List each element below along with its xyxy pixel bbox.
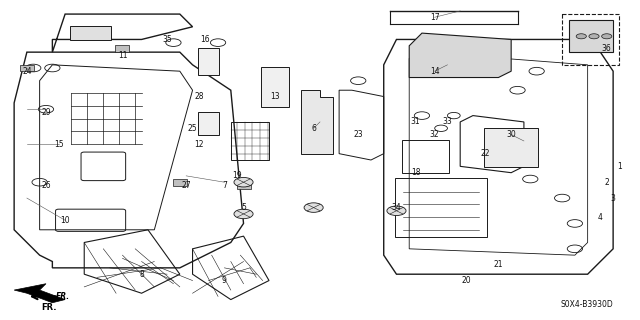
Text: S0X4-B3930D: S0X4-B3930D: [561, 300, 613, 309]
Text: 33: 33: [443, 117, 452, 126]
FancyBboxPatch shape: [484, 128, 538, 167]
Text: 22: 22: [481, 149, 490, 158]
Text: 26: 26: [41, 181, 51, 190]
Circle shape: [234, 209, 253, 219]
Circle shape: [304, 203, 323, 212]
Circle shape: [234, 178, 253, 187]
Text: 1: 1: [617, 162, 622, 171]
Circle shape: [602, 34, 612, 39]
Text: 31: 31: [411, 117, 420, 126]
FancyBboxPatch shape: [237, 182, 250, 189]
Text: 34: 34: [392, 203, 401, 212]
Text: 27: 27: [181, 181, 191, 190]
FancyBboxPatch shape: [70, 26, 111, 40]
FancyBboxPatch shape: [20, 65, 34, 71]
Text: 2: 2: [604, 178, 609, 187]
Text: 30: 30: [506, 130, 516, 139]
FancyBboxPatch shape: [261, 68, 289, 107]
FancyBboxPatch shape: [173, 179, 187, 186]
Text: 28: 28: [194, 92, 204, 101]
Text: 4: 4: [598, 212, 603, 222]
Circle shape: [576, 34, 586, 39]
FancyBboxPatch shape: [115, 45, 129, 52]
Text: 6: 6: [311, 124, 316, 133]
Text: 25: 25: [188, 124, 197, 133]
Text: 5: 5: [241, 203, 246, 212]
Text: 11: 11: [118, 51, 127, 60]
Text: 3: 3: [611, 194, 616, 203]
Text: 10: 10: [60, 216, 70, 225]
Text: 35: 35: [162, 35, 172, 44]
Text: 17: 17: [430, 13, 440, 22]
Polygon shape: [409, 33, 511, 77]
Text: 19: 19: [232, 172, 242, 180]
Text: 32: 32: [430, 130, 440, 139]
Text: 24: 24: [22, 67, 32, 76]
Text: 7: 7: [222, 181, 227, 190]
Polygon shape: [14, 284, 65, 303]
Circle shape: [387, 206, 406, 215]
Text: 16: 16: [200, 35, 210, 44]
Text: 29: 29: [41, 108, 51, 117]
Text: 23: 23: [353, 130, 363, 139]
Text: 14: 14: [430, 67, 440, 76]
Text: 13: 13: [271, 92, 280, 101]
Polygon shape: [301, 90, 333, 154]
Text: 9: 9: [222, 276, 227, 285]
Text: 15: 15: [54, 140, 63, 148]
Text: FR.: FR.: [56, 292, 70, 301]
Text: 8: 8: [140, 270, 144, 279]
FancyBboxPatch shape: [198, 112, 220, 135]
Circle shape: [589, 34, 599, 39]
Text: 36: 36: [602, 44, 612, 53]
Polygon shape: [568, 20, 613, 52]
Text: 18: 18: [411, 168, 420, 177]
Text: 20: 20: [461, 276, 472, 285]
Text: 12: 12: [194, 140, 204, 148]
FancyBboxPatch shape: [198, 48, 220, 75]
Text: FR.: FR.: [42, 303, 57, 312]
Text: 21: 21: [493, 260, 503, 269]
